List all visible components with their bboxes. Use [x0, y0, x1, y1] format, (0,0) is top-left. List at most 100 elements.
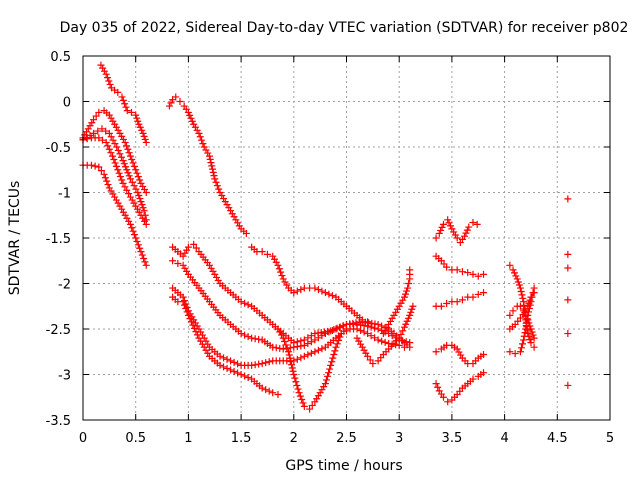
data-point [322, 376, 330, 384]
data-point [206, 155, 214, 163]
data-point [480, 289, 488, 297]
series-track-j [169, 293, 282, 399]
data-point [564, 296, 572, 304]
series-track-w [506, 289, 538, 333]
chart-title: Day 035 of 2022, Sidereal Day-to-day VTE… [60, 20, 629, 36]
data-point [262, 359, 270, 367]
plot-frame [82, 55, 611, 421]
data-point [364, 330, 372, 338]
x-tick-label: 5 [606, 431, 614, 446]
y-tick-label: -2 [58, 278, 71, 293]
data-point [519, 294, 527, 302]
data-point [297, 342, 305, 350]
data-point [290, 289, 298, 297]
data-point [244, 301, 252, 309]
data-point [124, 169, 132, 177]
data-point [285, 351, 293, 359]
data-point [141, 135, 149, 143]
y-tick-label: -0.5 [46, 141, 71, 156]
data-point [321, 380, 329, 388]
x-tick-label: 2.5 [336, 431, 357, 446]
data-point [136, 195, 144, 203]
data-point [288, 361, 296, 369]
data-point [230, 367, 238, 375]
data-point [564, 330, 572, 338]
data-point [292, 378, 300, 386]
data-point [378, 337, 386, 345]
data-point [290, 343, 298, 351]
data-point [114, 146, 122, 154]
data-point [325, 369, 333, 377]
data-point [520, 336, 528, 344]
data-point [129, 159, 137, 167]
data-point [298, 396, 306, 404]
data-point [179, 298, 187, 306]
data-point [94, 127, 102, 135]
data-point [98, 136, 106, 144]
data-point [130, 231, 138, 239]
data-point [123, 107, 131, 115]
data-point [216, 352, 224, 360]
series-track-q [432, 289, 488, 310]
data-point [399, 327, 407, 335]
data-point [213, 182, 221, 190]
data-point [311, 336, 319, 344]
data-point [220, 354, 228, 362]
data-point [445, 219, 453, 227]
data-point [140, 132, 148, 140]
x-tick-label: 0.5 [125, 431, 146, 446]
series-track-p [432, 252, 488, 280]
data-point [251, 335, 259, 343]
data-point [138, 251, 146, 259]
data-point [189, 321, 197, 329]
data-point [366, 356, 374, 364]
data-point [369, 360, 377, 368]
data-point [367, 323, 375, 331]
data-point [139, 129, 147, 137]
data-point [464, 269, 472, 277]
data-point [530, 334, 538, 342]
data-point [300, 341, 308, 349]
data-point [106, 80, 114, 88]
data-point [102, 138, 110, 146]
data-point [519, 310, 527, 318]
data-point [95, 108, 103, 116]
data-point [518, 291, 526, 299]
data-point [142, 220, 150, 228]
data-point [276, 344, 284, 352]
data-point [300, 352, 308, 360]
data-point [281, 338, 289, 346]
data-point [128, 156, 136, 164]
data-point [321, 289, 329, 297]
data-point [526, 296, 534, 304]
data-point [525, 299, 533, 307]
data-point [286, 354, 294, 362]
data-point [506, 348, 514, 356]
data-point [381, 338, 389, 346]
data-point [105, 77, 113, 85]
data-point [116, 173, 124, 181]
data-point [248, 361, 256, 369]
data-point [277, 268, 285, 276]
data-point [453, 266, 461, 274]
data-point [364, 318, 372, 326]
data-point [180, 301, 188, 309]
data-point [307, 338, 315, 346]
data-point [443, 263, 451, 271]
data-point [458, 296, 466, 304]
data-point [406, 266, 414, 274]
data-point [133, 169, 141, 177]
data-point [314, 346, 322, 354]
data-point [511, 350, 519, 358]
data-point [432, 380, 440, 388]
data-point [444, 398, 452, 406]
data-point [227, 366, 235, 374]
data-point [374, 336, 382, 344]
data-point [199, 140, 207, 148]
data-point [184, 108, 192, 116]
data-point [516, 302, 524, 310]
data-point [90, 129, 98, 137]
data-point [290, 371, 298, 378]
data-point [290, 357, 298, 365]
data-point [336, 333, 344, 341]
